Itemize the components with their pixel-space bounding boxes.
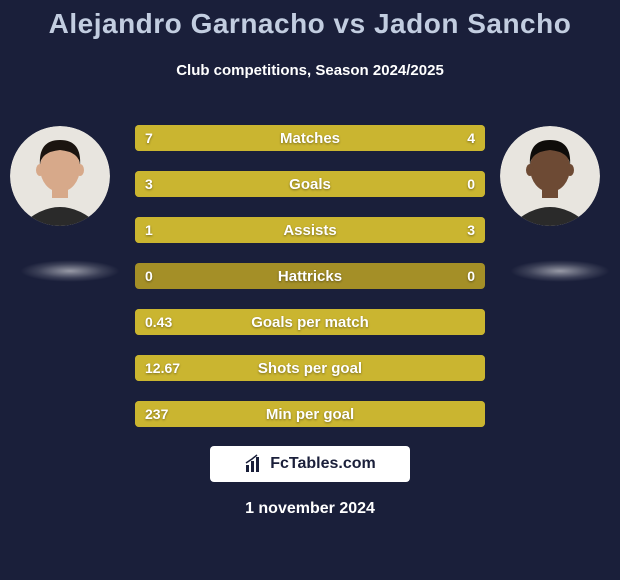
stat-label: Min per goal: [135, 401, 485, 427]
stat-row: 74Matches: [135, 125, 485, 151]
avatar-left: [10, 126, 110, 226]
stat-row: 13Assists: [135, 217, 485, 243]
avatar-right: [500, 126, 600, 226]
avatar-right-shadow: [510, 260, 610, 282]
comparison-infographic: Alejandro Garnacho vs Jadon Sancho Club …: [0, 0, 620, 580]
avatar-left-shadow: [20, 260, 120, 282]
date-caption: 1 november 2024: [0, 500, 620, 518]
stat-label: Shots per goal: [135, 355, 485, 381]
stat-row: 12.67Shots per goal: [135, 355, 485, 381]
page-title: Alejandro Garnacho vs Jadon Sancho: [0, 8, 620, 40]
stat-label: Goals per match: [135, 309, 485, 335]
stat-row: 237Min per goal: [135, 401, 485, 427]
source-logo: FcTables.com: [210, 446, 410, 482]
source-logo-text: FcTables.com: [270, 455, 376, 473]
stat-label: Matches: [135, 125, 485, 151]
chart-icon: [244, 454, 264, 474]
stat-row: 0.43Goals per match: [135, 309, 485, 335]
stat-label: Assists: [135, 217, 485, 243]
stat-row: 00Hattricks: [135, 263, 485, 289]
stat-row: 30Goals: [135, 171, 485, 197]
comparison-bars: 74Matches 30Goals 13Assists 00Hattricks 0.43…: [135, 125, 485, 447]
stat-label: Goals: [135, 171, 485, 197]
stat-label: Hattricks: [135, 263, 485, 289]
page-subtitle: Club competitions, Season 2024/2025: [0, 62, 620, 79]
